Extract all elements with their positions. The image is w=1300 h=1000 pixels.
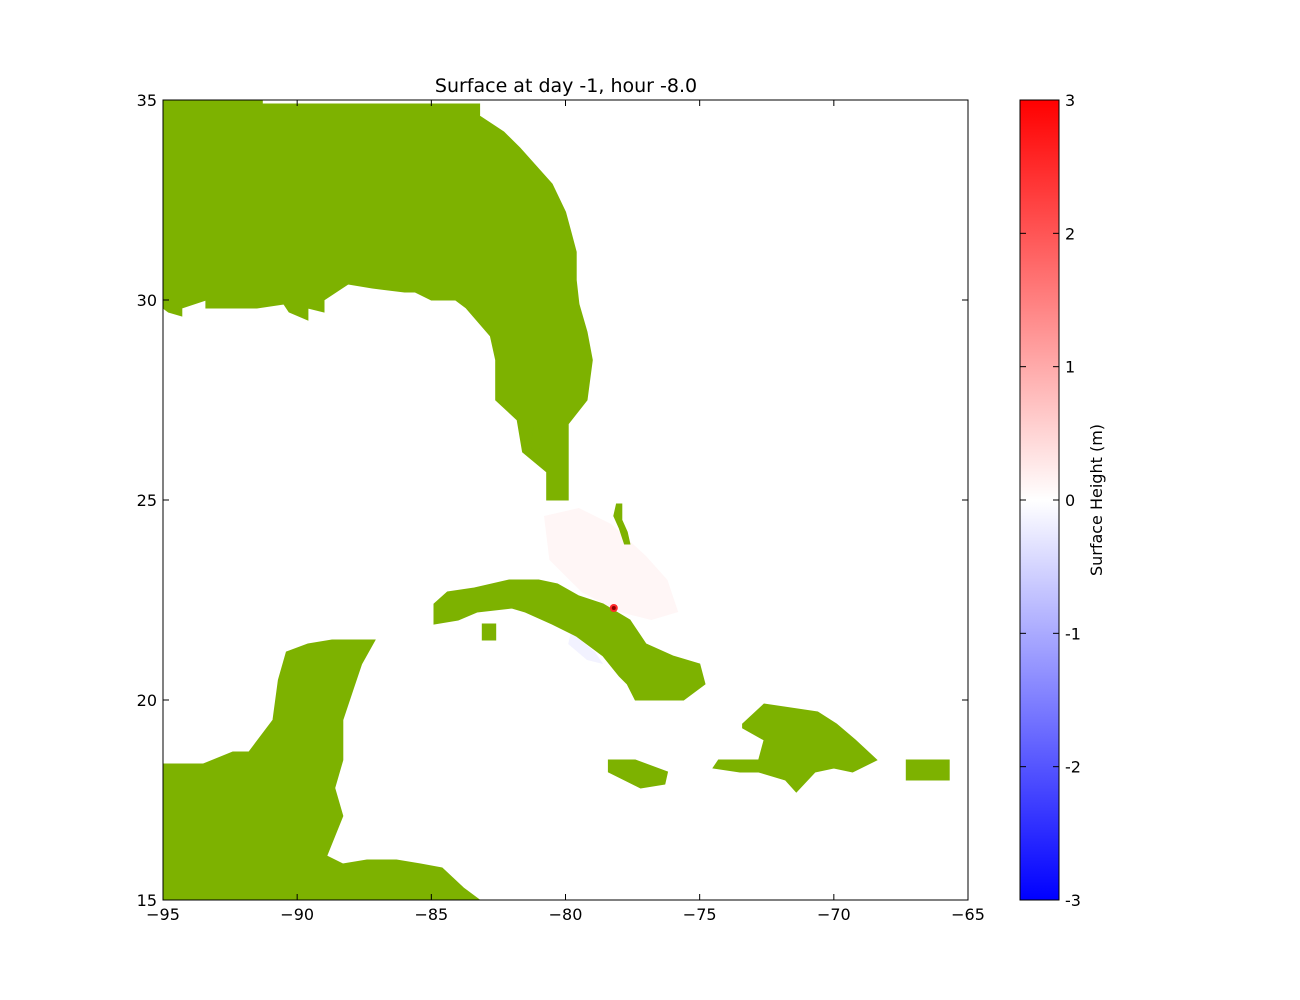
y-axis: 15 20 25 30 35: [137, 91, 968, 910]
colorbar-tick-label: -3: [1065, 891, 1081, 910]
y-tick-label: 30: [137, 291, 157, 310]
puerto-rico: [905, 759, 950, 781]
positive-anomaly: [544, 508, 679, 620]
x-tick-label: −75: [683, 905, 717, 924]
colorbar-tick-label: 0: [1065, 491, 1075, 510]
land-layer: [163, 100, 950, 900]
central-america: [163, 639, 481, 900]
y-tick-label: 20: [137, 691, 157, 710]
cuba: [433, 579, 706, 701]
x-tick-label: −80: [549, 905, 583, 924]
x-tick-label: −70: [817, 905, 851, 924]
y-tick-label: 35: [137, 91, 157, 110]
x-tick-label: −90: [280, 905, 314, 924]
colorbar-tick-label: -2: [1065, 758, 1081, 777]
north-america-mainland: [163, 100, 593, 501]
colorbar-label: Surface Height (m): [1087, 424, 1106, 576]
isle-of-youth: [481, 623, 497, 641]
y-tick-label: 25: [137, 491, 157, 510]
florida-keys-island: [530, 423, 542, 453]
negative-anomaly: [568, 632, 604, 664]
peak-core-point: [611, 606, 616, 610]
colorbar-axis: -3 -2 -1 0 1 2 3: [1020, 91, 1081, 910]
chart-title: Surface at day -1, hour -8.0: [435, 75, 697, 97]
andros-island: [613, 503, 631, 545]
colorbar-tick-label: 3: [1065, 91, 1075, 110]
jamaica: [607, 759, 669, 789]
colorbar-tick-label: 2: [1065, 224, 1075, 243]
anomaly-layer: [544, 508, 679, 664]
peak-layer: [609, 604, 618, 612]
x-tick-label: −65: [951, 905, 985, 924]
hispaniola: [712, 703, 878, 793]
x-axis: −95 −90 −85 −80 −75 −70 −65: [146, 100, 985, 924]
colorbar-tick-label: -1: [1065, 624, 1081, 643]
colorbar-tick-label: 1: [1065, 358, 1075, 377]
x-tick-label: −95: [146, 905, 180, 924]
y-tick-label: 15: [137, 891, 157, 910]
x-tick-label: −85: [414, 905, 448, 924]
